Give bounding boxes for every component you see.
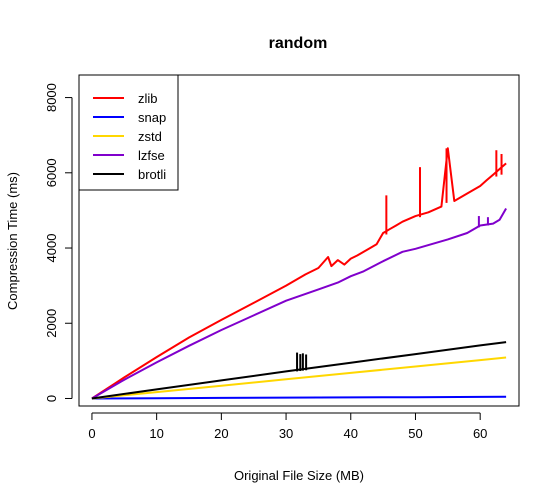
x-tick-label: 60 (473, 426, 487, 441)
legend-label-lzfse: lzfse (138, 148, 165, 163)
y-tick-label: 6000 (44, 158, 59, 187)
chart-title: random (269, 35, 328, 52)
x-axis-label: Original File Size (MB) (234, 468, 364, 483)
series-layer (91, 147, 507, 400)
legend-label-snap: snap (138, 110, 166, 125)
x-tick-label: 50 (408, 426, 422, 441)
x-tick-label: 20 (214, 426, 228, 441)
y-tick-label: 2000 (44, 309, 59, 338)
plot-frame (78, 74, 520, 407)
y-tick-label: 4000 (44, 234, 59, 263)
series-line-brotli (91, 341, 507, 400)
legend-box (78, 74, 179, 191)
legend-label-brotli: brotli (138, 167, 166, 182)
series-line-lzfse (91, 208, 507, 400)
y-tick-label: 8000 (44, 83, 59, 112)
y-tick-label: 0 (44, 395, 59, 402)
x-tick-label: 30 (279, 426, 293, 441)
x-tick-label: 40 (344, 426, 358, 441)
x-tick-label: 10 (149, 426, 163, 441)
series-line-zlib (91, 147, 507, 400)
series-line-zstd (91, 356, 507, 400)
y-axis-label: Compression Time (ms) (5, 172, 20, 310)
legend-label-zstd: zstd (138, 129, 162, 144)
legend-label-zlib: zlib (138, 91, 158, 106)
series-line-snap (91, 395, 507, 400)
x-axis: 0 10 20 30 40 50 60 (88, 412, 487, 441)
x-tick-label: 0 (88, 426, 95, 441)
y-axis: 0 2000 4000 6000 8000 (44, 83, 73, 402)
legend: zlib snap zstd lzfse brotli (78, 74, 179, 191)
